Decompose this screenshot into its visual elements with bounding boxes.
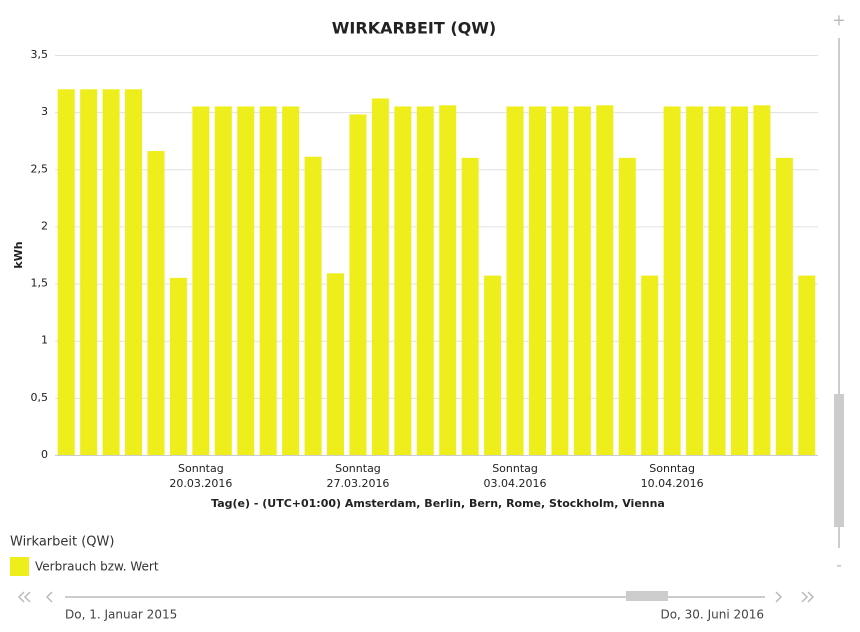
bar — [596, 105, 614, 456]
bar — [80, 89, 98, 456]
nav-thumb[interactable] — [626, 591, 668, 601]
x-tick-label: 10.04.2016 — [641, 477, 704, 490]
y-tick-label: 0 — [41, 448, 48, 461]
nav-next-icon[interactable] — [775, 591, 783, 603]
bar — [125, 89, 143, 456]
x-axis-label: Tag(e) - (UTC+01:00) Amsterdam, Berlin, … — [211, 497, 665, 510]
legend-swatch[interactable] — [10, 557, 29, 576]
x-tick-label: Sonntag — [178, 462, 224, 475]
nav-start-label: Do, 1. Januar 2015 — [65, 608, 177, 622]
bar — [775, 157, 793, 455]
bar — [416, 106, 434, 455]
bar — [551, 106, 569, 455]
nav-last-icon[interactable] — [801, 591, 815, 603]
nav-prev-icon[interactable] — [45, 591, 53, 603]
bar — [282, 106, 300, 455]
bar — [192, 106, 210, 455]
bar — [753, 105, 771, 456]
bar — [618, 157, 636, 455]
x-tick-label: Sonntag — [492, 462, 538, 475]
x-tick-label: 27.03.2016 — [326, 477, 389, 490]
bar — [214, 106, 232, 455]
bar — [663, 106, 681, 455]
bar — [349, 114, 367, 455]
bar — [102, 89, 120, 456]
bar — [371, 98, 389, 455]
y-tick-label: 2 — [41, 219, 48, 232]
nav-first-icon[interactable] — [17, 591, 31, 603]
y-tick-label: 3,5 — [31, 48, 49, 61]
bar — [259, 106, 277, 455]
y-tick-label: 1,5 — [31, 277, 49, 290]
scroll-thumb[interactable] — [834, 394, 844, 527]
x-tick-label: Sonntag — [649, 462, 695, 475]
bar — [57, 89, 75, 456]
bar — [327, 273, 345, 455]
bar — [528, 106, 546, 455]
y-axis-label: kWh — [12, 241, 25, 268]
bar — [573, 106, 591, 455]
bar — [730, 106, 748, 455]
x-tick-label: Sonntag — [335, 462, 381, 475]
bar — [394, 106, 412, 455]
y-tick-label: 2,5 — [31, 162, 49, 175]
bar — [708, 106, 726, 455]
bar — [641, 275, 659, 455]
chart-title: WIRKARBEIT (QW) — [332, 19, 496, 38]
bar — [439, 105, 457, 456]
bar — [304, 156, 322, 455]
bar — [506, 106, 524, 455]
legend-label[interactable]: Verbrauch bzw. Wert — [35, 560, 159, 574]
bar — [798, 275, 816, 455]
bar — [147, 151, 165, 455]
zoom-in-icon[interactable]: + — [832, 11, 845, 30]
legend-title: Wirkarbeit (QW) — [10, 535, 114, 550]
nav-end-label: Do, 30. Juni 2016 — [660, 608, 764, 622]
bar — [169, 277, 187, 455]
bar — [461, 157, 479, 455]
x-tick-label: 03.04.2016 — [484, 477, 547, 490]
zoom-out-icon[interactable]: - — [836, 556, 842, 575]
y-tick-label: 3 — [41, 105, 48, 118]
y-tick-label: 0,5 — [31, 391, 49, 404]
bar — [686, 106, 704, 455]
x-tick-label: 20.03.2016 — [169, 477, 232, 490]
bar — [484, 275, 502, 455]
bar — [237, 106, 255, 455]
y-tick-label: 1 — [41, 334, 48, 347]
